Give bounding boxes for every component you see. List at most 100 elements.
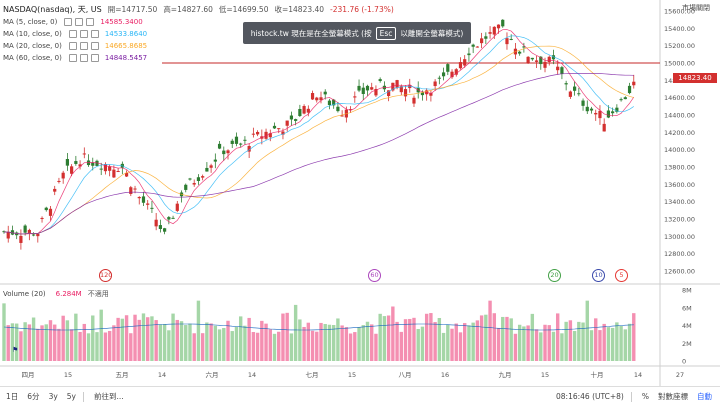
range-6m-button[interactable]: 6分 (27, 392, 40, 401)
ma-legend-5[interactable]: MA (5, close, 0) 14585.3400 (3, 18, 143, 26)
period-marker-5[interactable]: 5 (615, 269, 628, 282)
settings-icon[interactable] (75, 18, 84, 26)
volume-bar (479, 315, 484, 361)
candle-body (615, 107, 619, 112)
candle-body (78, 164, 82, 167)
volume-bar (632, 313, 636, 361)
close-icon[interactable] (90, 30, 99, 38)
candle-body (230, 140, 234, 144)
volume-bar (340, 325, 344, 361)
candle-body (539, 56, 543, 65)
candle-body (353, 96, 357, 98)
candle-body (340, 115, 344, 117)
close-icon[interactable] (86, 18, 95, 26)
candle-body (560, 67, 564, 74)
candle-body (40, 217, 44, 219)
candle-body (327, 100, 332, 106)
volume-axis-label: 0 (682, 358, 686, 366)
candle-body (387, 90, 391, 97)
candle-body (247, 146, 251, 152)
settings-icon[interactable] (79, 54, 88, 62)
candle-body (315, 97, 319, 101)
time-axis-label: 八月 (399, 371, 412, 379)
candle-body (556, 66, 560, 71)
close-icon[interactable] (90, 54, 99, 62)
time-axis-label: 27 (676, 371, 684, 379)
candle-body (2, 231, 6, 233)
candle-body (10, 230, 15, 235)
volume-bar (623, 329, 628, 361)
volume-bar (555, 313, 560, 361)
log-scale-toggle[interactable]: 對數座標 (658, 392, 688, 401)
price-axis-label: 15400.00 (664, 25, 695, 33)
volume-bar (23, 322, 27, 361)
settings-icon[interactable] (79, 42, 88, 50)
candle-body (281, 131, 285, 135)
volume-bar (336, 318, 340, 361)
visibility-icon[interactable] (64, 18, 73, 26)
candle-body (395, 80, 399, 88)
volume-bar (319, 322, 323, 361)
ma20-line (3, 45, 634, 235)
volume-axis-label: 6M (682, 304, 692, 312)
volume-ma-line (3, 323, 634, 331)
price-axis-label: 14600.00 (664, 94, 695, 102)
period-marker-20[interactable]: 20 (548, 269, 561, 282)
candle-body (167, 217, 171, 220)
candle-body (522, 46, 526, 48)
auto-scale-toggle[interactable]: 自動 (697, 392, 712, 401)
volume-bar (298, 319, 302, 361)
period-marker-60[interactable]: 60 (368, 269, 381, 282)
volume-bar (293, 304, 298, 361)
visibility-icon[interactable] (68, 42, 77, 50)
candle-body (294, 119, 298, 121)
volume-axis-label: 2M (682, 340, 692, 348)
period-marker-10[interactable]: 10 (592, 269, 605, 282)
candle-body (501, 19, 505, 27)
candle-body (480, 38, 484, 44)
volume-bar (551, 331, 556, 361)
volume-bar (272, 333, 277, 361)
volume-bar (65, 320, 70, 361)
candle-body (188, 178, 192, 180)
ma-legend-20[interactable]: MA (20, close, 0) 14665.8685 (3, 42, 148, 50)
volume-bar (302, 326, 306, 361)
volume-bar (522, 326, 526, 361)
candle-body (65, 158, 69, 166)
visibility-icon[interactable] (68, 30, 77, 38)
visibility-icon[interactable] (68, 54, 77, 62)
candle-body (463, 59, 467, 66)
volume-bar (289, 333, 294, 361)
settings-icon[interactable] (79, 30, 88, 38)
volume-bar (501, 316, 505, 361)
range-1d-button[interactable]: 1日 (6, 392, 19, 401)
volume-bar (116, 317, 120, 361)
volume-bar (429, 313, 433, 361)
candle-body (70, 166, 74, 174)
close-icon[interactable] (90, 42, 99, 50)
volume-bar (230, 331, 234, 361)
candle-body (332, 99, 336, 106)
range-3y-button[interactable]: 3y (48, 392, 58, 401)
ohlc-high: 高=14827.60 (163, 5, 213, 14)
candle-body (150, 207, 154, 209)
volume-legend[interactable]: Volume (20) 6.284M 不適用 (3, 290, 109, 298)
candle-body (475, 46, 479, 48)
candle-body (6, 231, 10, 239)
candle-body (205, 167, 209, 172)
candle-body (243, 139, 247, 141)
candle-body (289, 115, 294, 120)
candle-body (433, 81, 437, 87)
ma-legend-10[interactable]: MA (10, close, 0) 14533.8640 (3, 30, 148, 38)
volume-bar (610, 327, 615, 361)
ma-legend-60[interactable]: MA (60, close, 0) 14848.5457 (3, 54, 148, 62)
volume-bar (112, 325, 116, 361)
candle-body (348, 109, 353, 111)
percent-toggle[interactable]: % (641, 392, 649, 401)
volume-bar (40, 325, 44, 361)
goto-date-button[interactable]: 前往到... (94, 392, 124, 401)
period-marker-120[interactable]: 120 (99, 269, 112, 282)
volume-bar (560, 333, 564, 361)
range-5y-button[interactable]: 5y (66, 392, 76, 401)
